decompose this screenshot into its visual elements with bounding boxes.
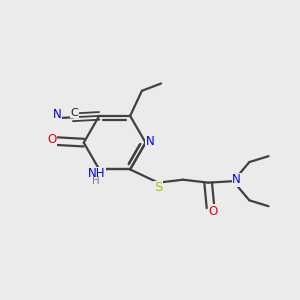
Text: N: N <box>146 135 154 148</box>
Text: N: N <box>53 108 62 121</box>
Text: S: S <box>154 182 162 194</box>
Text: O: O <box>208 205 218 218</box>
Text: N: N <box>232 173 241 186</box>
Text: C: C <box>70 108 78 118</box>
Text: NH: NH <box>88 167 105 180</box>
Text: H: H <box>92 176 100 186</box>
Text: O: O <box>47 133 57 146</box>
